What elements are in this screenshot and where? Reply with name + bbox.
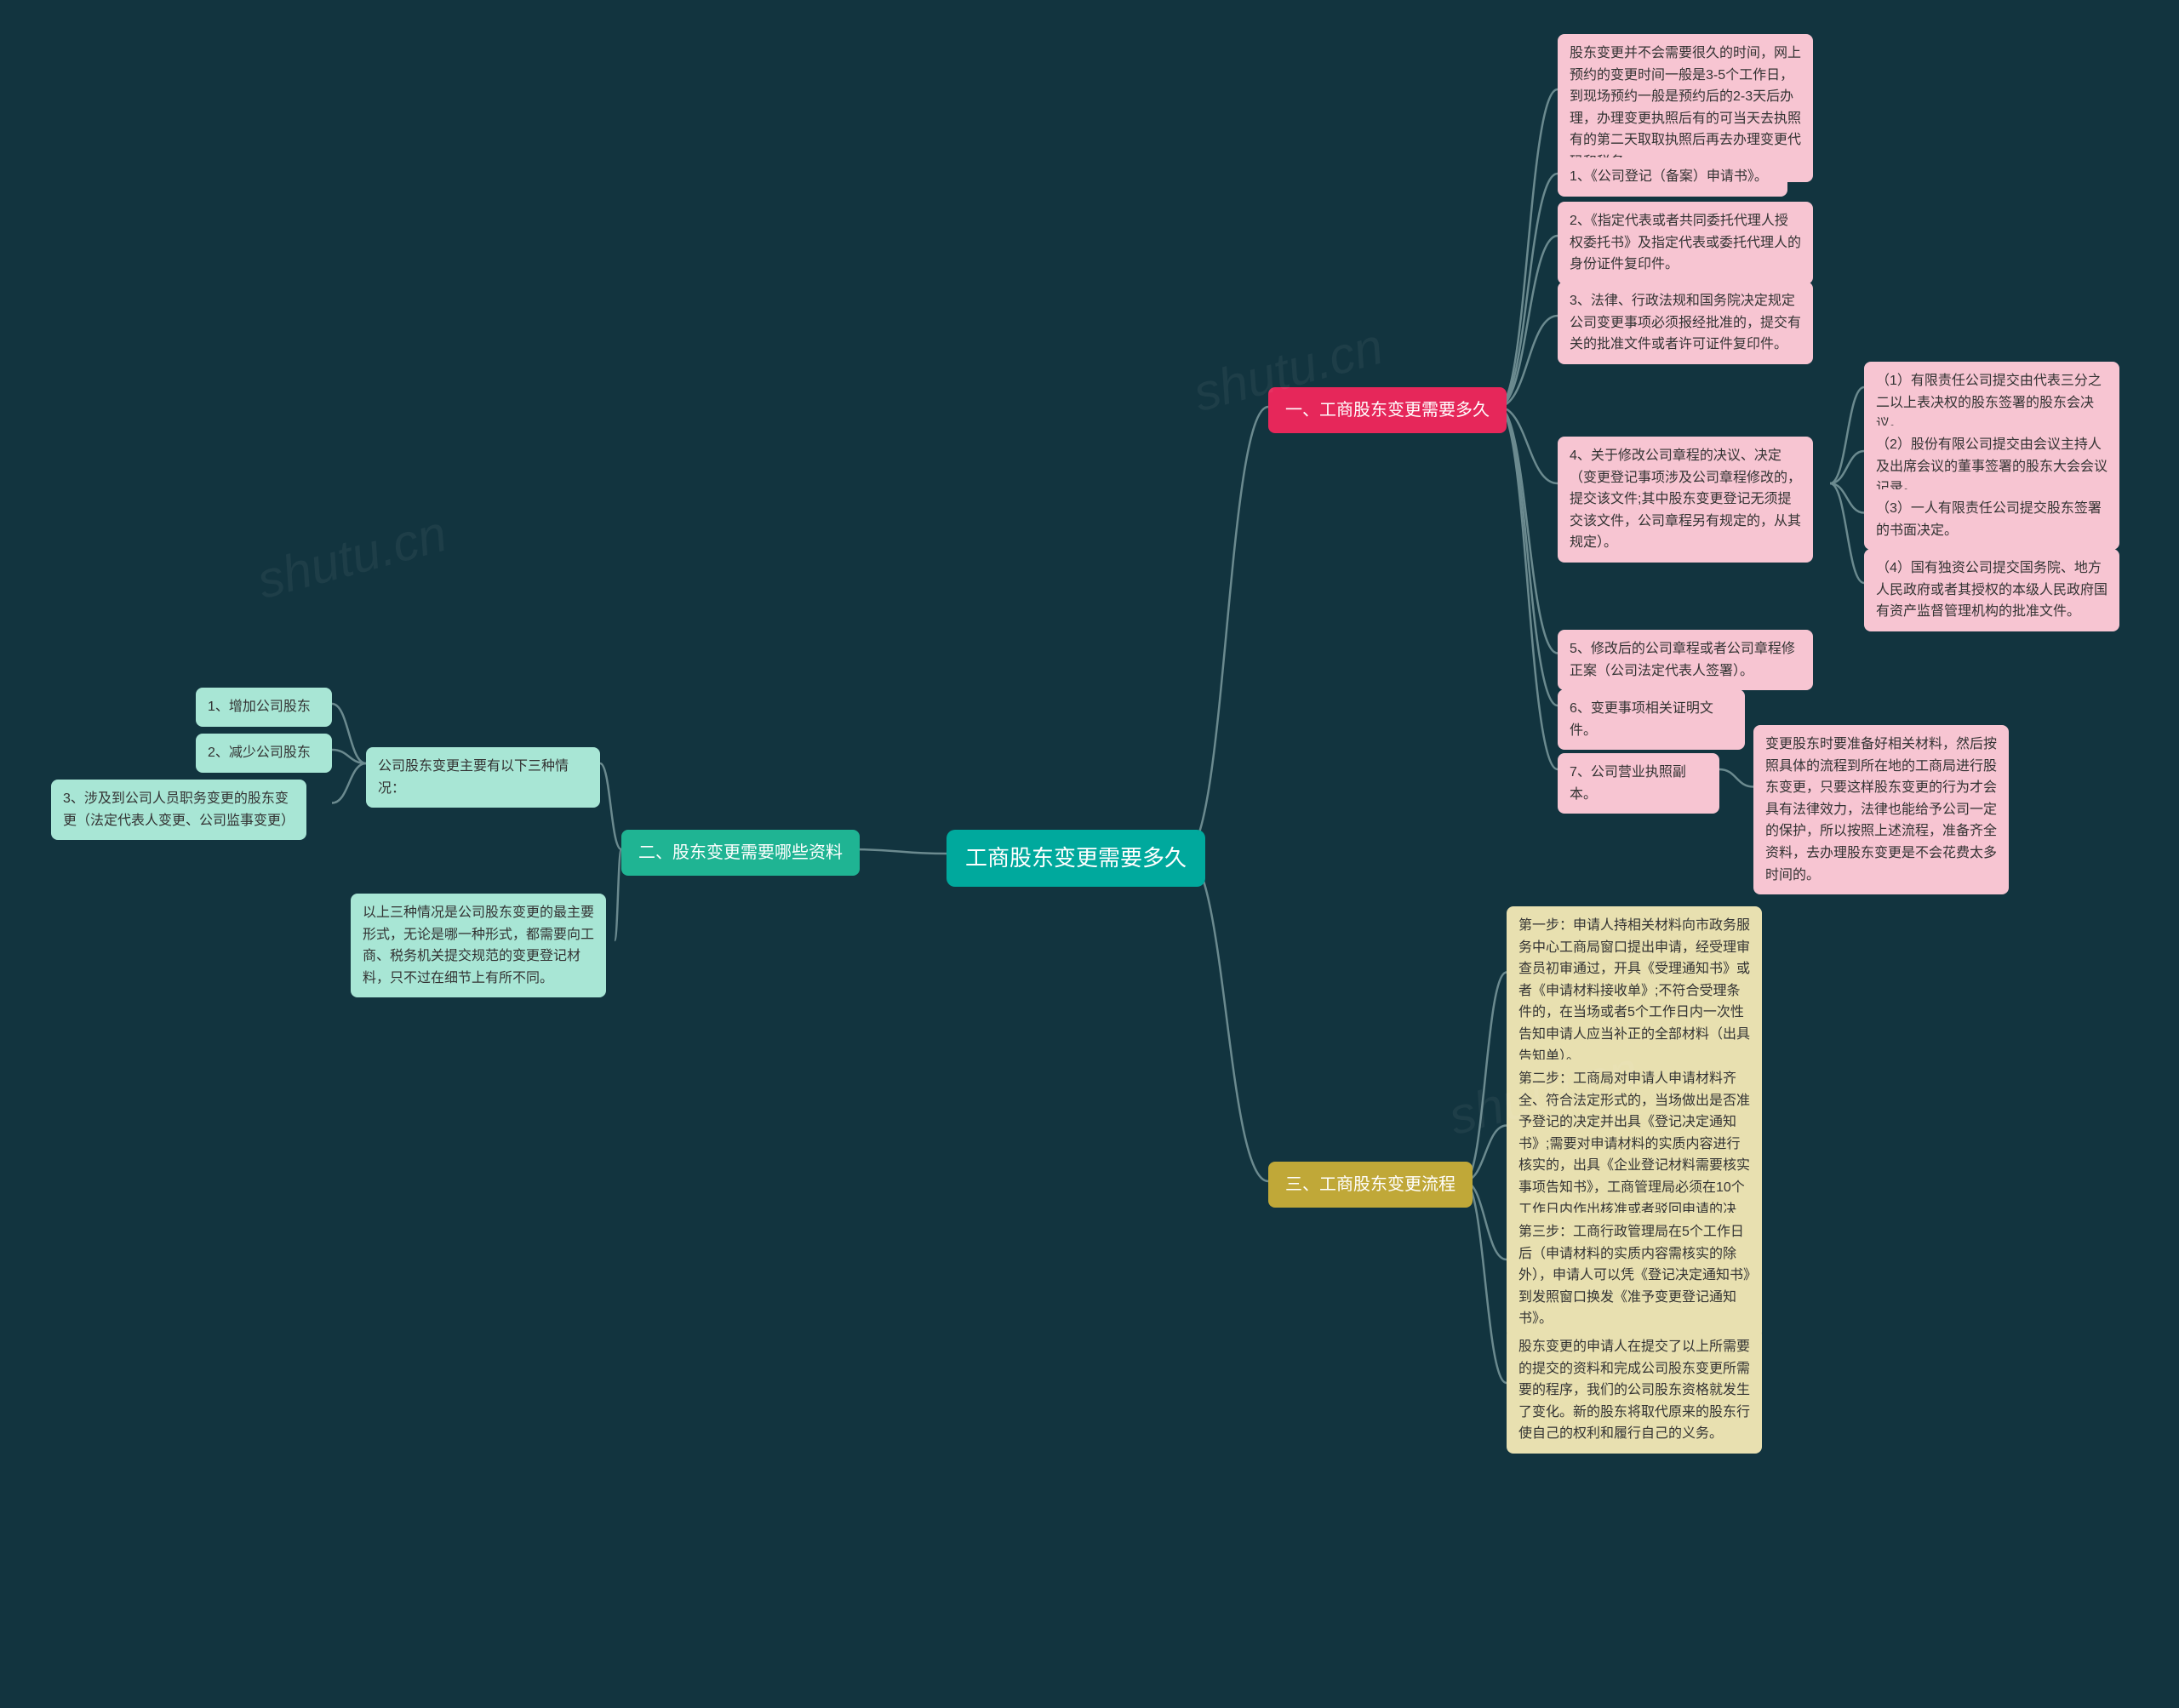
watermark: shutu.cn	[251, 504, 453, 610]
branch-1: 一、工商股东变更需要多久	[1268, 387, 1507, 433]
leaf-node: 第一步：申请人持相关材料向市政务服务中心工商局窗口提出申请，经受理审查员初审通过…	[1507, 906, 1762, 1076]
root-node: 工商股东变更需要多久	[947, 830, 1205, 887]
leaf-node: 1、《公司登记（备案）申请书》。	[1558, 157, 1787, 197]
leaf-node: 5、修改后的公司章程或者公司章程修正案（公司法定代表人签署）。	[1558, 630, 1813, 690]
leaf-node: 变更股东时要准备好相关材料，然后按照具体的流程到所在地的工商局进行股东变更，只要…	[1753, 725, 2009, 894]
leaf-node: 2、减少公司股东	[196, 734, 332, 773]
leaf-node: （4）国有独资公司提交国务院、地方人民政府或者其授权的本级人民政府国有资产监督管…	[1864, 549, 2119, 631]
leaf-node: 以上三种情况是公司股东变更的最主要形式，无论是哪一种形式，都需要向工商、税务机关…	[351, 894, 606, 997]
leaf-node: 7、公司营业执照副本。	[1558, 753, 1719, 814]
leaf-node: 股东变更的申请人在提交了以上所需要的提交的资料和完成公司股东变更所需要的程序，我…	[1507, 1328, 1762, 1454]
leaf-node: 公司股东变更主要有以下三种情况：	[366, 747, 600, 808]
leaf-node: 3、涉及到公司人员职务变更的股东变更（法定代表人变更、公司监事变更）	[51, 780, 306, 840]
leaf-node: 4、关于修改公司章程的决议、决定（变更登记事项涉及公司章程修改的，提交该文件;其…	[1558, 437, 1813, 563]
leaf-node: 6、变更事项相关证明文件。	[1558, 689, 1745, 750]
leaf-node: 3、法律、行政法规和国务院决定规定公司变更事项必须报经批准的，提交有关的批准文件…	[1558, 282, 1813, 364]
leaf-node: （3）一人有限责任公司提交股东签署的书面决定。	[1864, 489, 2119, 550]
leaf-node: 1、增加公司股东	[196, 688, 332, 727]
leaf-node: 2、《指定代表或者共同委托代理人授权委托书》及指定代表或委托代理人的身份证件复印…	[1558, 202, 1813, 284]
branch-3: 三、工商股东变更流程	[1268, 1162, 1473, 1208]
branch-2: 二、股东变更需要哪些资料	[621, 830, 860, 876]
leaf-node: 第三步：工商行政管理局在5个工作日后（申请材料的实质内容需核实的除外），申请人可…	[1507, 1213, 1762, 1339]
